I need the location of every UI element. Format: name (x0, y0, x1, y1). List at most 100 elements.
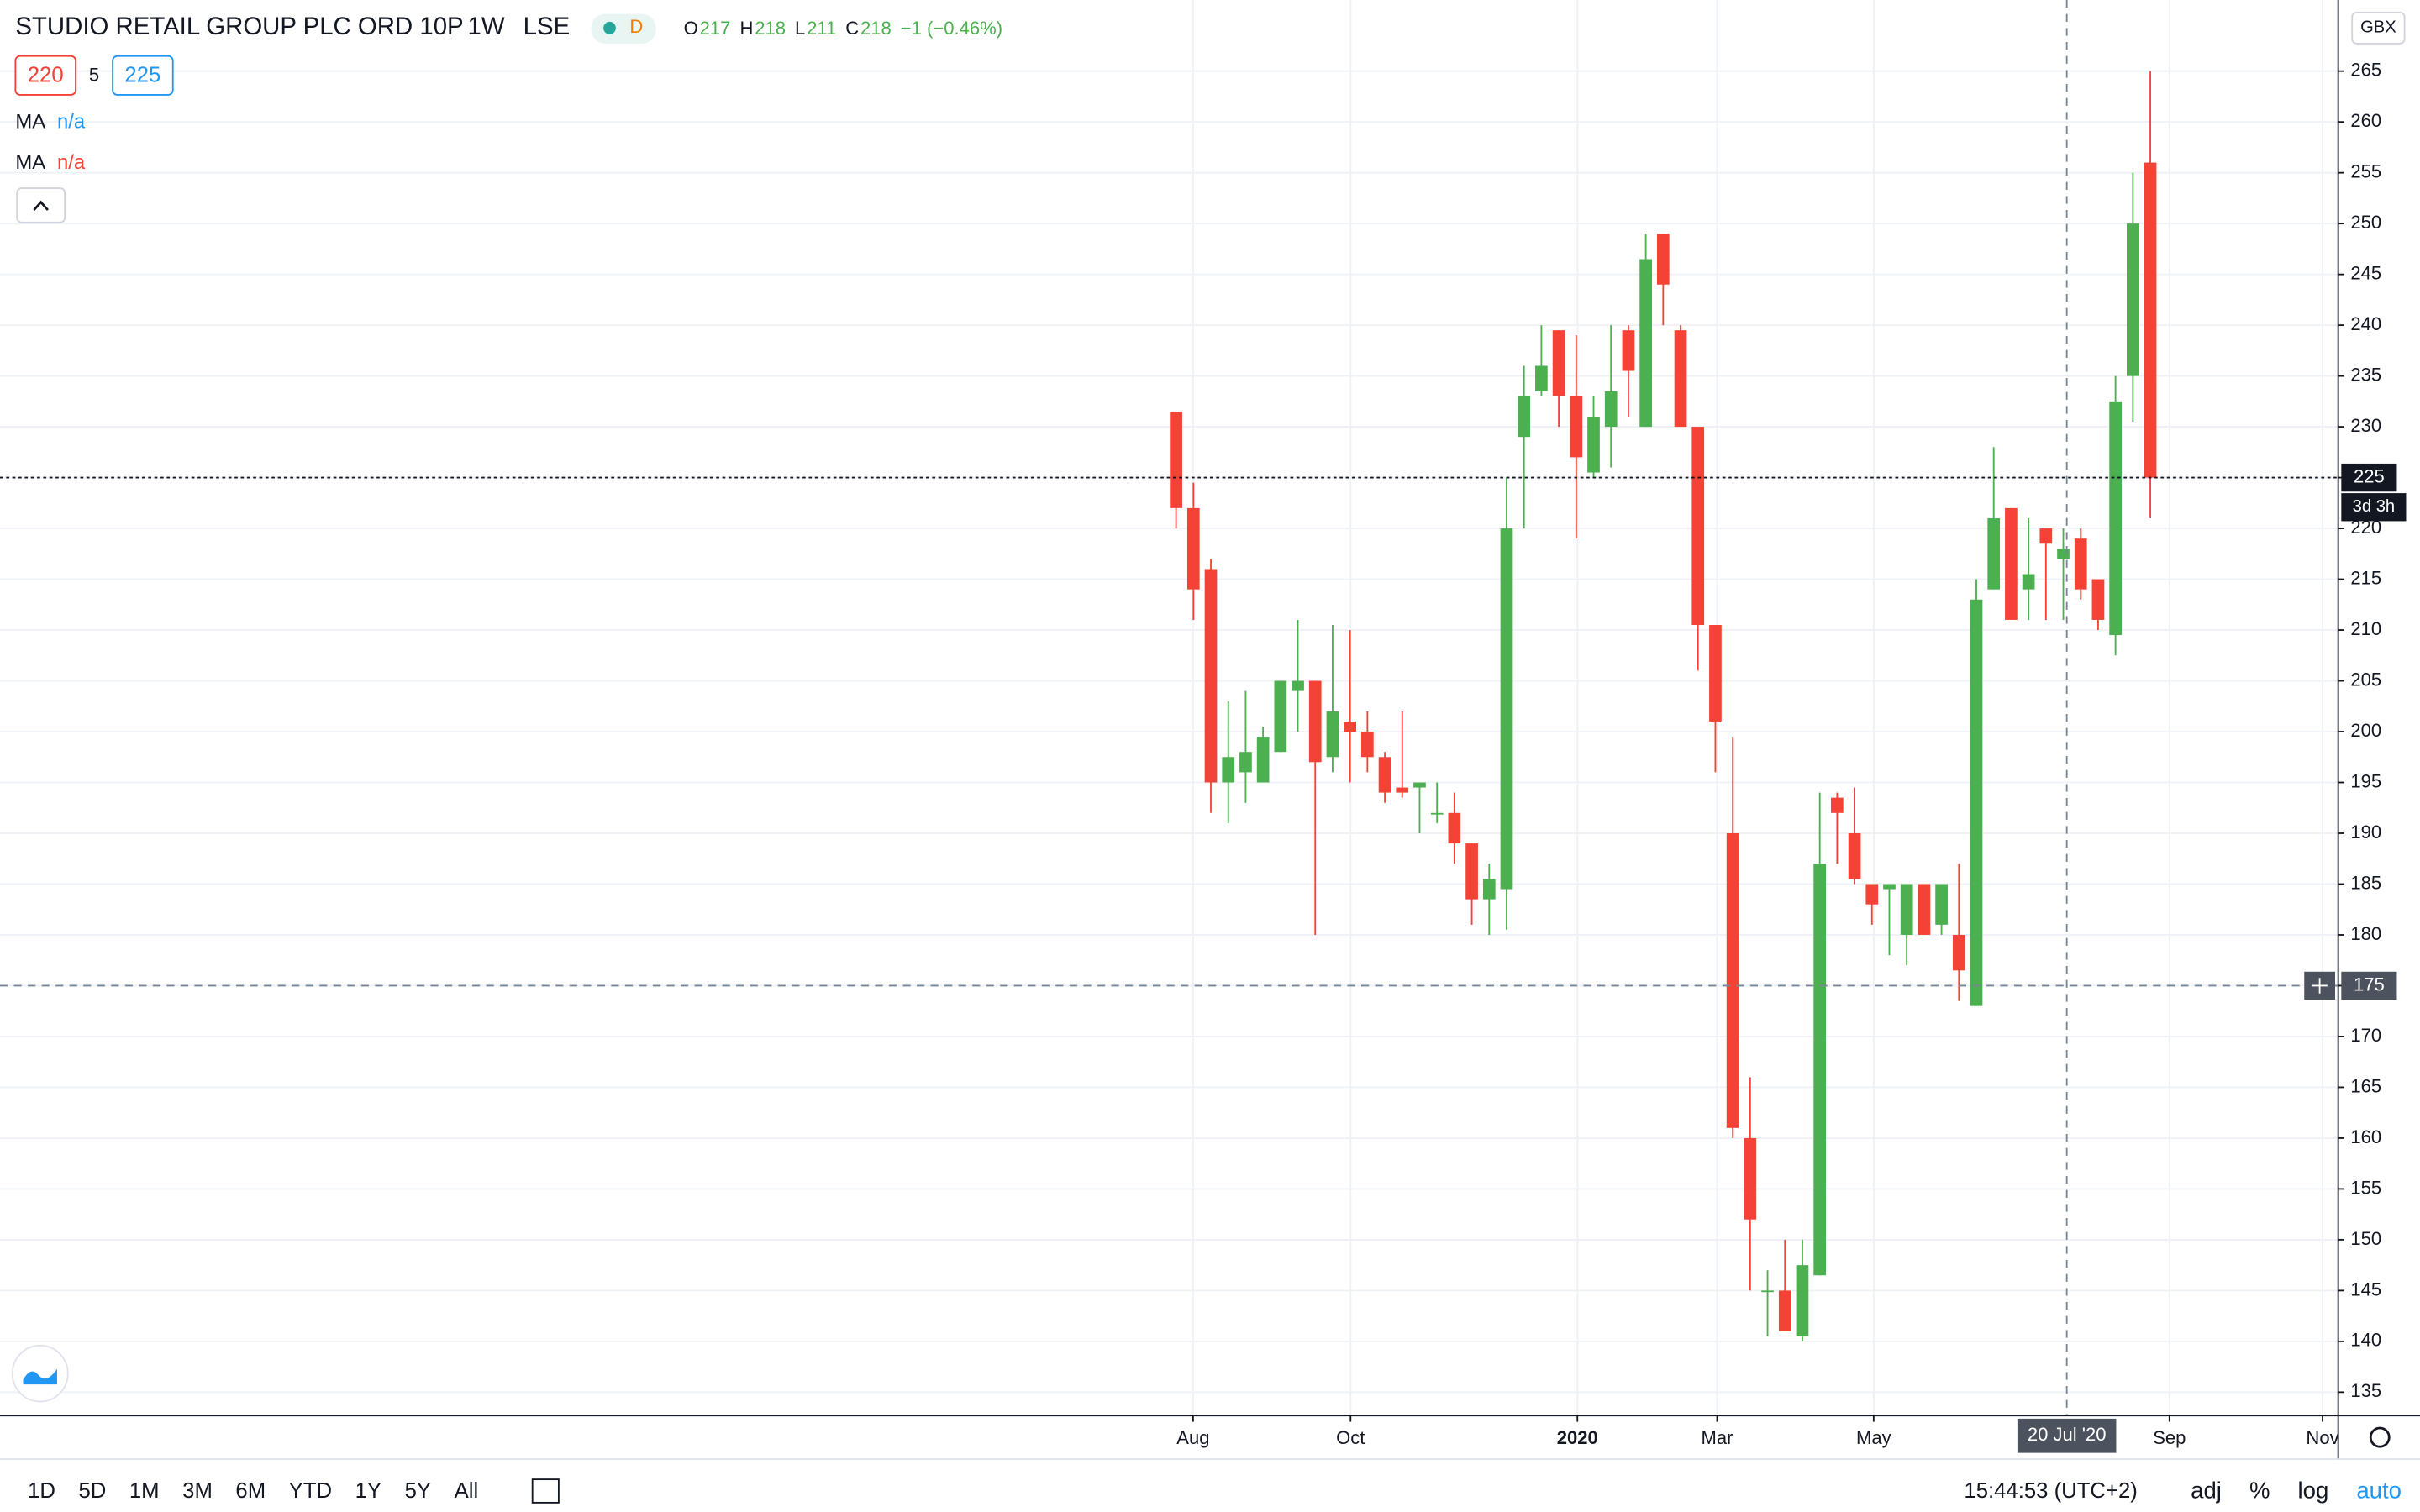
candle-body (1656, 234, 1670, 285)
x-tick-label: May (1856, 1427, 1892, 1448)
ohlc-value: 218 (860, 18, 892, 39)
status[interactable]: D (629, 16, 643, 37)
range-button[interactable]: 1D (28, 1479, 55, 1503)
y-tick-label: 190 (2350, 822, 2381, 843)
ohlc-label: L (795, 18, 805, 39)
ohlc-value: 211 (807, 18, 836, 39)
range-button[interactable]: YTD (289, 1479, 332, 1503)
candle-body (1448, 812, 1461, 844)
candle-body (1222, 757, 1235, 783)
range-button[interactable]: 3M (182, 1479, 213, 1503)
ohlc-label: O (684, 18, 698, 39)
chart-option[interactable]: auto (2356, 1477, 2402, 1503)
plot (0, 0, 2338, 1416)
y-tick-label: 230 (2350, 415, 2381, 436)
chart-option[interactable]: log (2298, 1477, 2329, 1503)
settings-icon[interactable] (2369, 1426, 2391, 1448)
date-range-icon[interactable] (531, 1478, 560, 1504)
range-button[interactable]: All (455, 1479, 479, 1503)
y-tick-label: 265 (2350, 59, 2381, 80)
status-dot (603, 21, 616, 34)
exchange: LSE (523, 13, 571, 40)
candle-body (1987, 517, 2001, 590)
ohlc-label: H (739, 18, 753, 39)
y-tick-label: 240 (2350, 313, 2381, 334)
x-tick-label: 2020 (1557, 1427, 1598, 1448)
y-tick-label: 165 (2350, 1075, 2381, 1096)
last-price-box (2341, 463, 2397, 492)
y-tick-label: 185 (2350, 872, 2381, 893)
ohlc-value: 218 (755, 18, 786, 39)
chart-option[interactable]: adj (2191, 1477, 2222, 1503)
range-button[interactable]: 1Y (355, 1479, 381, 1503)
indicator-name: MA (15, 111, 45, 134)
toolbar: 15:44:53 (UTC+2) 1D 5D 1M 3M 6M YTD 1Y 5Y All aut… (28, 1477, 2402, 1503)
ask-box[interactable] (112, 55, 174, 96)
ask: 225 (124, 64, 160, 87)
candle-body (1344, 721, 1356, 732)
candle-body (1326, 711, 1339, 758)
candle-body (1239, 752, 1252, 773)
candle-body (1274, 680, 1287, 753)
currency: GBX (2360, 18, 2396, 37)
candle-body (1831, 797, 1844, 813)
candle-body (1796, 1265, 1809, 1336)
x-tick-label: Mar (1702, 1427, 1733, 1448)
currency-box (2351, 11, 2406, 45)
range-button[interactable]: 1M (129, 1479, 160, 1503)
range-button[interactable]: 6M (235, 1479, 266, 1503)
indicator-value: n/a (57, 111, 86, 134)
x-tick-label: Nov (2306, 1427, 2338, 1448)
candle-body (1813, 864, 1827, 1276)
candle-body (1587, 416, 1600, 473)
bid-box[interactable] (14, 55, 76, 96)
logo-icon (23, 1368, 57, 1385)
candle-body (1308, 680, 1322, 763)
y-tick-label: 140 (2350, 1330, 2381, 1351)
ohlc-readout: O 217 H 218 L 211 C 218 −1 (−0.46%) (684, 18, 1002, 39)
candle-body (1848, 832, 1861, 879)
y-tick-label: 260 (2350, 110, 2381, 131)
collapse-button[interactable] (16, 187, 66, 223)
indicator-value: n/a (57, 151, 86, 174)
crosshair-price-box (2341, 971, 2397, 1000)
candle-body (1918, 884, 1931, 935)
y-tick-label: 180 (2350, 923, 2381, 944)
candle-body (1396, 787, 1409, 793)
x-tick-label: Sep (2153, 1427, 2186, 1448)
candle-body (1361, 732, 1374, 758)
candle-body (2091, 579, 2105, 620)
candle-body (1292, 680, 1304, 691)
crosshair-date: 20 Jul '20 (2028, 1424, 2107, 1445)
y-tick-label: 215 (2350, 567, 2381, 588)
candle-body (1518, 396, 1531, 438)
candle-body (1970, 599, 1983, 1006)
chart-option[interactable]: % (2249, 1477, 2270, 1503)
candle-body (2109, 401, 2122, 636)
collapse-icon (33, 200, 49, 211)
candle-body (1604, 391, 1618, 428)
y-tick-label: 160 (2350, 1126, 2381, 1147)
crosshair-plus (2312, 978, 2328, 994)
range-button[interactable]: 5D (78, 1479, 106, 1503)
y-tick-label: 170 (2350, 1025, 2381, 1046)
candle-body (1744, 1137, 1757, 1220)
candle-body (1500, 528, 1513, 890)
clock: 15:44:53 (UTC+2) (1964, 1479, 2137, 1503)
y-tick-label: 145 (2350, 1278, 2381, 1299)
y-tick-label: 150 (2350, 1228, 2381, 1249)
range-button[interactable]: 5Y (405, 1479, 431, 1503)
ohlc-label: C (845, 18, 859, 39)
spread: 5 (89, 65, 99, 86)
candle-body (2022, 574, 2035, 590)
candle-body (1761, 1290, 1774, 1293)
y-tick-label: 250 (2350, 212, 2381, 233)
bid: 220 (28, 64, 64, 87)
candle-body (1865, 884, 1879, 905)
logo[interactable] (11, 1344, 69, 1403)
y-tick-label: 205 (2350, 669, 2381, 690)
candle-body (1413, 782, 1426, 788)
indicator-name: MA (15, 151, 45, 174)
